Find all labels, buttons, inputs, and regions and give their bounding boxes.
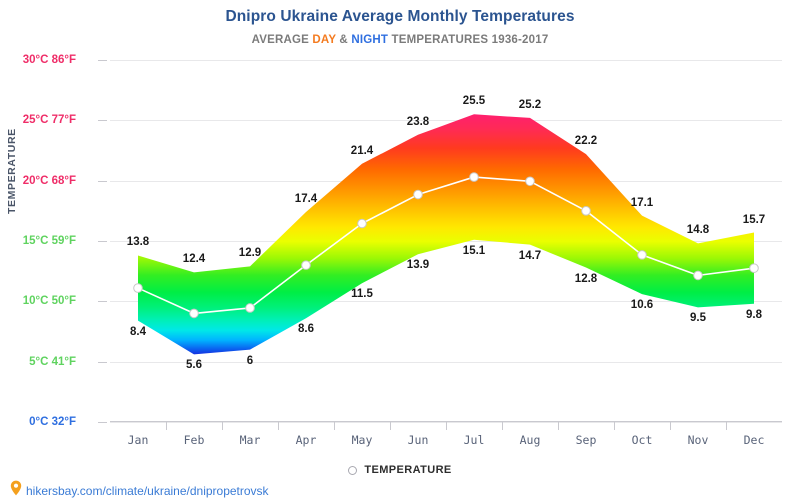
y-axis-tick-mark [98, 180, 107, 182]
y-axis-tick-mark [98, 60, 107, 61]
mean-temperature-markers [133, 172, 759, 319]
data-point-label: 11.5 [351, 288, 373, 301]
data-point-label: 13.8 [126, 236, 150, 249]
map-pin-icon [10, 480, 22, 501]
mean-temperature-marker [637, 250, 647, 260]
chart-legend[interactable]: TEMPERATURE [0, 464, 800, 476]
x-axis-tick-dec[interactable]: Dec [726, 422, 782, 452]
x-axis-tick-oct[interactable]: Oct [614, 422, 670, 452]
y-axis-title: TEMPERATURE [6, 128, 18, 214]
y-axis-tick-mark [98, 361, 107, 363]
y-axis-tick-label: 30°C 86°F [22, 54, 76, 66]
data-point-label: 22.2 [574, 135, 598, 148]
mean-temperature-marker [245, 303, 255, 313]
mean-temperature-marker [189, 308, 199, 319]
x-axis-tick-jun[interactable]: Jun [390, 422, 446, 452]
data-point-label: 8.6 [298, 323, 314, 336]
data-point-label: 9.8 [746, 308, 762, 321]
x-axis-tick-aug[interactable]: Aug [502, 422, 558, 452]
y-axis-tick-mark [98, 241, 107, 242]
subtitle-night-word: NIGHT [351, 34, 389, 46]
temperature-range-band [138, 114, 754, 355]
gridline [110, 361, 782, 363]
mean-temperature-marker [301, 260, 311, 270]
source-url[interactable]: hikersbay.com/climate/ukraine/dnipropetr… [26, 483, 269, 498]
legend-label: TEMPERATURE [364, 464, 452, 476]
data-point-label: 13.9 [406, 259, 430, 272]
data-point-label: 5.6 [186, 359, 202, 372]
y-axis-tick-mark [98, 422, 107, 423]
data-point-label: 21.4 [350, 144, 374, 157]
data-point-label: 12.8 [574, 272, 598, 285]
gridline [110, 120, 782, 122]
x-axis: Jan Feb Mar Apr May Jun Jul Aug Sep Oct Nov Dec [110, 421, 782, 452]
data-point-label: 14.7 [518, 249, 542, 262]
data-point-label: 23.8 [406, 115, 430, 128]
data-point-label: 14.8 [686, 224, 710, 237]
y-axis-tick-label: 5°C 41°F [29, 355, 76, 368]
data-point-label: 12.9 [238, 247, 262, 260]
circle-marker-icon [348, 465, 358, 475]
y-axis-tick-mark [98, 120, 107, 122]
subtitle-day-word: DAY [312, 34, 337, 46]
data-point-label: 25.5 [462, 95, 486, 108]
x-axis-tick-sep[interactable]: Sep [558, 422, 614, 452]
data-point-label: 15.7 [742, 213, 766, 226]
x-axis-tick-jan[interactable]: Jan [127, 433, 149, 447]
mean-temperature-marker [749, 263, 759, 273]
mean-temperature-marker [469, 172, 479, 182]
y-axis-tick-label: 25°C 77°F [22, 114, 76, 127]
x-axis-tick-apr[interactable]: Apr [278, 422, 334, 452]
data-point-label: 17.4 [294, 193, 318, 206]
data-point-label: 17.1 [630, 196, 654, 209]
mean-temperature-marker [357, 218, 367, 229]
mean-temperature-line [137, 176, 755, 315]
subtitle-ampersand: & [336, 34, 352, 46]
mean-temperature-marker [693, 270, 703, 281]
y-axis-tick-label: 10°C 50°F [22, 295, 76, 308]
mean-temperature-marker [581, 206, 591, 216]
source-footer[interactable]: hikersbay.com/climate/ukraine/dnipropetr… [10, 480, 269, 501]
y-axis-tick-label: 0°C 32°F [29, 416, 76, 428]
x-axis-tick-feb[interactable]: Feb [166, 422, 222, 452]
x-axis-tick-mar[interactable]: Mar [222, 422, 278, 452]
mean-temperature-marker [525, 176, 535, 187]
y-axis-tick-mark [98, 301, 107, 303]
y-axis-tick-label: 15°C 59°F [22, 235, 76, 247]
data-point-label: 15.1 [462, 244, 486, 257]
mean-temperature-marker [413, 189, 423, 200]
gridline [110, 301, 782, 303]
gridline [110, 60, 782, 61]
data-point-label: 9.5 [690, 312, 706, 325]
subtitle-prefix: AVERAGE [251, 34, 313, 46]
x-axis-tick-nov[interactable]: Nov [670, 422, 726, 452]
x-axis-tick-jul[interactable]: Jul [446, 422, 502, 452]
data-point-label: 10.6 [630, 299, 654, 312]
mean-temperature-marker [133, 283, 143, 293]
data-point-label: 12.4 [182, 253, 206, 266]
y-axis-tick-label: 20°C 68°F [22, 174, 76, 187]
data-point-label: 8.4 [130, 325, 146, 338]
x-axis-tick-may[interactable]: May [334, 422, 390, 452]
data-point-label: 25.2 [518, 98, 542, 111]
subtitle-suffix: TEMPERATURES 1936-2017 [388, 34, 549, 46]
temperature-band-chart [133, 114, 759, 355]
plot-area: 30°C 86°F 25°C 77°F 20°C 68°F 15°C 59°F 10°C… [23, 54, 782, 428]
page-title: Dnipro Ukraine Average Monthly Temperatu… [225, 8, 575, 25]
data-point-label: 6 [246, 354, 254, 367]
chart-subtitle: AVERAGE DAY & NIGHT TEMPERATURES 1936-20… [0, 34, 800, 46]
